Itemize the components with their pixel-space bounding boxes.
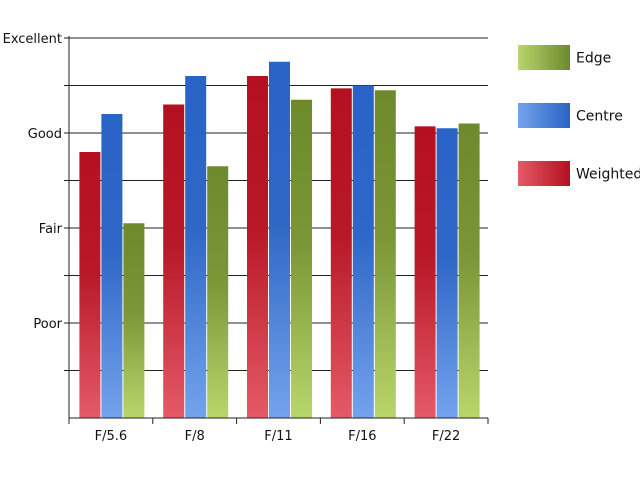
legend-swatch-edge — [518, 45, 570, 70]
bar-centre-f56 — [101, 114, 123, 418]
x-tick-label: F/11 — [264, 429, 292, 444]
legend-label-centre: Centre — [576, 109, 623, 125]
bar-weighted-f22 — [414, 126, 436, 418]
legend-label-edge: Edge — [576, 51, 611, 67]
bar-weighted-f16 — [330, 88, 352, 418]
legend-swatch-weighted — [518, 161, 570, 186]
bar-edge-f11 — [291, 99, 312, 418]
legend-swatch-centre — [518, 103, 570, 128]
bar-centre-f11 — [269, 61, 290, 418]
bar-edge-f22 — [458, 123, 480, 418]
y-tick-label: Excellent — [3, 32, 62, 47]
bar-weighted-f56 — [79, 152, 101, 418]
bar-weighted-f8 — [163, 104, 185, 418]
axes — [64, 36, 489, 424]
legend: Edge Centre Weighted — [518, 45, 640, 186]
y-tick-label: Good — [28, 127, 62, 142]
tick-labels: Poor Fair Good Excellent F/5.6 F/8 F/11 F/16 F/2… — [3, 32, 461, 444]
bar-centre-f8 — [185, 76, 207, 418]
bar-edge-f8 — [207, 166, 229, 418]
legend-label-weighted: Weighted — [576, 167, 640, 183]
bar-centre-f22 — [436, 128, 458, 418]
bar-edge-f16 — [374, 90, 396, 418]
x-tick-label: F/5.6 — [95, 429, 128, 444]
bar-centre-f16 — [352, 85, 374, 418]
bars — [79, 61, 480, 418]
bar-weighted-f11 — [247, 76, 268, 418]
x-tick-label: F/8 — [185, 429, 205, 444]
y-tick-label: Fair — [39, 222, 63, 237]
y-tick-label: Poor — [33, 317, 62, 332]
bar-edge-f56 — [123, 223, 145, 418]
x-tick-label: F/16 — [348, 429, 376, 444]
x-tick-label: F/22 — [432, 429, 460, 444]
